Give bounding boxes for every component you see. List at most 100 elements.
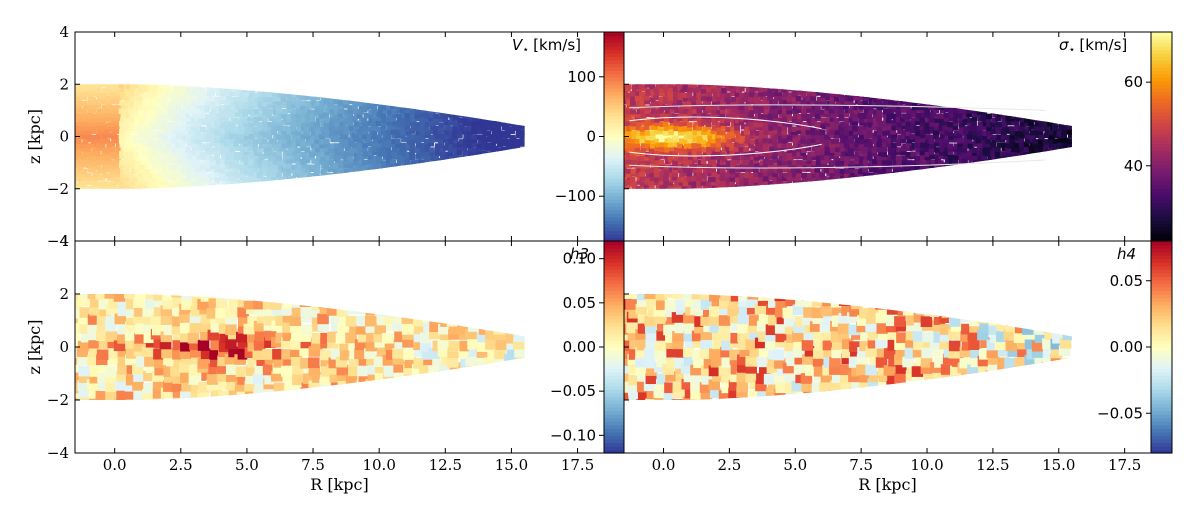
disk-cell (276, 95, 282, 102)
disk-cell (390, 129, 397, 135)
disk-cell (271, 138, 278, 145)
disk-cell (195, 108, 202, 115)
disk-cell (809, 86, 816, 92)
disk-cell (448, 160, 455, 166)
disk-cell (381, 164, 388, 170)
disk-cell (424, 184, 431, 189)
disk-cell (376, 84, 383, 89)
disk-cell (205, 177, 211, 183)
disk-cell (415, 88, 422, 94)
disk-cell (892, 117, 899, 123)
disk-cell (853, 84, 860, 88)
disk-cell (923, 125, 930, 132)
disk-cell (343, 99, 350, 105)
disk-cell (415, 162, 422, 169)
disk-cell (166, 129, 173, 136)
disk-cell (438, 91, 444, 97)
disk-cell (109, 126, 116, 132)
disk-cell (276, 183, 283, 189)
disk-cell (791, 117, 798, 123)
disk-cell (457, 159, 464, 165)
disk-cell (1038, 95, 1045, 101)
disk-cell (654, 179, 661, 186)
disk-cell (320, 126, 327, 132)
disk-cell (776, 90, 783, 96)
disk-cell (295, 121, 302, 127)
disk-cell (429, 112, 436, 118)
disk-cell (788, 92, 795, 98)
disk-cell (1039, 188, 1046, 189)
disk-cell (405, 130, 412, 136)
disk-cell (990, 172, 997, 179)
disk-cell (796, 103, 803, 110)
disk-cell (361, 121, 368, 128)
disk-cell (399, 107, 406, 114)
disk-cell (458, 175, 464, 181)
disk-cell (673, 117, 679, 124)
disk-cell (953, 184, 960, 189)
disk-cell (142, 86, 149, 93)
disk-cell (980, 113, 987, 119)
disk-cell (848, 163, 855, 170)
disk-cell (1033, 100, 1040, 106)
colorbar-step (604, 94, 624, 99)
disk-cell (782, 99, 789, 105)
disk-cell (636, 133, 643, 140)
disk-cell (120, 92, 127, 98)
disk-cell (490, 162, 497, 169)
disk-cell (233, 141, 240, 147)
disk-cell (641, 142, 647, 149)
disk-cell (815, 185, 822, 189)
disk-cell (711, 180, 718, 186)
disk-cell (772, 113, 779, 119)
disk-cell (668, 129, 675, 136)
disk-cell (314, 150, 321, 156)
disk-cell (624, 159, 627, 165)
disk-cell (342, 88, 349, 94)
disk-cell (1015, 103, 1022, 109)
disk-cell (778, 99, 785, 105)
disk-cell (447, 183, 454, 189)
disk-cell (1024, 187, 1031, 189)
disk-cell (199, 87, 206, 94)
disk-cell (966, 163, 973, 170)
disk-cell (792, 184, 799, 189)
disk-cell (767, 113, 774, 119)
disk-cell (712, 99, 718, 106)
disk-cell (660, 141, 667, 148)
disk-cell (730, 108, 737, 114)
disk-cell (644, 190, 650, 195)
disk-cell (328, 180, 335, 186)
disk-cell (626, 151, 633, 158)
disk-cell (811, 183, 818, 189)
disk-cell (772, 109, 779, 115)
disk-cell (115, 120, 122, 126)
disk-cell (910, 84, 917, 89)
disk-cell (753, 171, 760, 178)
disk-cell (829, 99, 836, 106)
disk-cell (777, 163, 783, 169)
disk-cell (396, 96, 403, 102)
disk-cell (634, 95, 641, 101)
disk-cell (777, 84, 784, 89)
disk-cell (700, 172, 707, 179)
disk-cell (177, 188, 184, 189)
disk-cell (862, 128, 869, 135)
disk-cell (138, 132, 145, 139)
disk-cell (133, 124, 140, 131)
disk-cell (762, 138, 769, 144)
disk-cell (239, 168, 246, 174)
disk-cell (726, 188, 733, 189)
disk-cell (404, 181, 411, 187)
disk-cell (266, 134, 273, 140)
disk-cell (409, 108, 416, 115)
disk-cell (186, 181, 193, 187)
disk-cell (476, 100, 483, 107)
disk-cell (1044, 162, 1050, 168)
disk-cell (644, 159, 651, 165)
disk-cell (930, 159, 937, 165)
disk-cell (152, 153, 159, 160)
disk-cell (168, 150, 175, 157)
disk-cell (1053, 113, 1060, 119)
disk-cell (782, 189, 788, 194)
